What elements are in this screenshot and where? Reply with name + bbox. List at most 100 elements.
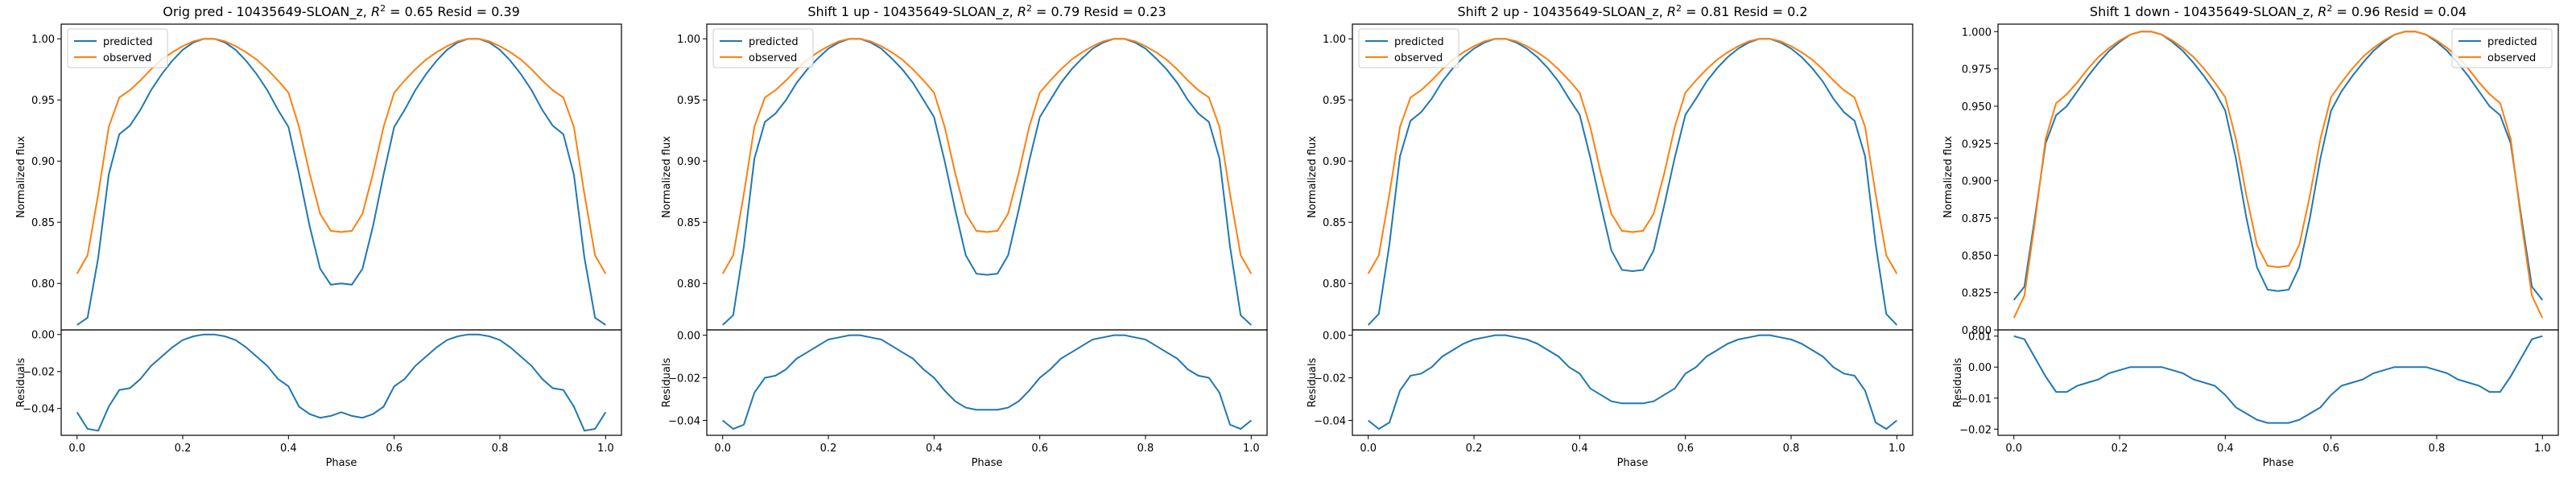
legend: predicted observed [67,28,168,68]
x-tick-label: 0.2 [1466,443,1483,455]
x-tick-label: 0.2 [820,443,837,455]
residual-axes-frame [1997,329,2559,436]
x-tick-label: 0.0 [1360,443,1377,455]
y-tick-label: 0.875 [1962,213,1992,225]
y-tick-label: 0.80 [31,278,55,290]
y-tick-label: 0.90 [1323,156,1346,168]
y-tick-label: 0.900 [1962,176,1992,188]
y-tick-label: 0.95 [31,95,55,107]
x-axis-label: Phase [972,457,1003,469]
residual-y-axis-label: Residuals [661,357,673,407]
legend-label-observed: observed [1394,52,1443,64]
chart-panel-1: Orig pred - 10435649-SLOAN_z, R2 = 0.65 … [15,3,622,469]
series-line-observed [721,38,1253,274]
y-tick-label: 0.85 [677,217,700,229]
x-tick-label: 0.8 [2429,443,2446,455]
chart-title-rest: = 0.65 Resid = 0.39 [386,4,520,19]
series-line-residual [722,334,1252,430]
residual-axes-frame [706,329,1268,436]
x-tick-label: 0.6 [2322,443,2339,455]
y-axis-label: Normalized flux [1942,136,1955,218]
y-tick-label: 0.825 [1962,288,1992,300]
y-tick-label: 0.925 [1962,138,1992,150]
series-line-predicted [76,38,606,326]
y-tick-label: 0.950 [1962,101,1992,113]
legend: predicted observed [2451,28,2553,68]
chart-panel-3: Shift 2 up - 10435649-SLOAN_z, R2 = 0.81… [1307,3,1913,469]
chart-title-sup: 2 [1676,3,1682,14]
x-tick-label: 0.4 [926,443,943,455]
chart-title: Shift 1 up - 10435649-SLOAN_z, R2 = 0.79… [807,3,1166,20]
series-line-residual [1368,334,1897,430]
main-axes-frame [1997,23,2559,331]
y-tick-label: 0.800 [1962,325,1992,337]
legend-label-predicted: predicted [2487,36,2537,48]
resid-y-tick-label: 0.01 [1968,332,1992,344]
y-axis-label: Normalized flux [661,136,673,218]
x-tick-label: 1.0 [597,443,614,455]
series-line-predicted [1367,38,1898,326]
x-tick-label: 0.6 [386,443,402,455]
resid-y-tick-label: 0.00 [1323,331,1346,343]
series-line-observed [76,38,607,274]
chart-title-rest: = 0.96 Resid = 0.04 [2332,4,2467,19]
residual-y-axis-label: Residuals [1307,357,1319,407]
y-tick-label: 0.80 [677,278,700,290]
legend: predicted observed [1358,28,1459,68]
series-line-observed [1367,38,1898,274]
main-axes-frame [1352,23,1913,331]
resid-y-tick-label: −0.02 [668,373,700,385]
y-tick-label: 0.90 [31,156,55,168]
x-axis-label: Phase [2263,457,2294,469]
chart-title-text: Shift 1 up - 10435649-SLOAN_z, [807,4,1017,20]
x-tick-label: 0.6 [1031,443,1048,455]
legend-label-predicted: predicted [749,36,799,48]
y-tick-label: 1.00 [31,34,55,46]
series-line-residual [2013,335,2543,424]
resid-y-tick-label: 0.00 [1968,362,1992,374]
chart-title-text: Orig pred - 10435649-SLOAN_z, [163,4,371,20]
x-tick-label: 0.8 [1783,443,1800,455]
y-tick-label: 1.00 [1323,34,1346,46]
x-tick-label: 0.0 [714,443,731,455]
y-tick-label: 0.90 [677,156,700,168]
x-tick-label: 0.0 [68,443,85,455]
x-tick-label: 1.0 [2534,443,2551,455]
chart-title-sup: 2 [380,3,386,14]
x-tick-label: 0.2 [175,443,192,455]
x-tick-label: 0.4 [1571,443,1588,455]
y-tick-label: 0.80 [1323,278,1346,290]
legend-label-observed: observed [2487,52,2536,64]
residual-axes-frame [60,329,622,436]
resid-y-tick-label: 0.00 [677,331,700,343]
chart-panel-2: Shift 1 up - 10435649-SLOAN_z, R2 = 0.79… [661,3,1268,469]
resid-y-tick-label: −0.04 [1314,415,1346,427]
chart-title-r: R [1667,4,1676,19]
y-tick-label: 0.975 [1962,64,1992,76]
x-axis-label: Phase [326,457,357,469]
y-axis-label: Normalized flux [1307,136,1319,218]
resid-y-tick-label: −0.02 [1959,424,1992,436]
chart-title-text: Shift 2 up - 10435649-SLOAN_z, [1457,4,1666,20]
y-axis-label: Normalized flux [15,136,27,218]
resid-y-tick-label: −0.02 [23,367,55,379]
x-tick-label: 0.8 [492,443,509,455]
x-tick-label: 0.8 [1137,443,1154,455]
y-tick-label: 1.000 [1962,27,1992,39]
x-tick-label: 0.0 [2005,443,2022,455]
residual-y-axis-label: Residuals [15,357,27,407]
chart-title-text: Shift 1 down - 10435649-SLOAN_z, [2090,4,2318,20]
y-tick-label: 1.00 [677,34,700,46]
residual-axes-frame [1352,329,1913,436]
series-line-residual [76,333,607,432]
series-line-observed [2013,31,2544,319]
chart-title-rest: = 0.81 Resid = 0.2 [1682,4,1808,19]
x-tick-label: 0.2 [2112,443,2128,455]
chart-title: Shift 1 down - 10435649-SLOAN_z, R2 = 0.… [2090,3,2467,20]
residual-y-axis-label: Residuals [1952,357,1964,407]
x-tick-label: 0.4 [2217,443,2234,455]
x-axis-label: Phase [1617,457,1649,469]
x-tick-label: 0.4 [280,443,297,455]
